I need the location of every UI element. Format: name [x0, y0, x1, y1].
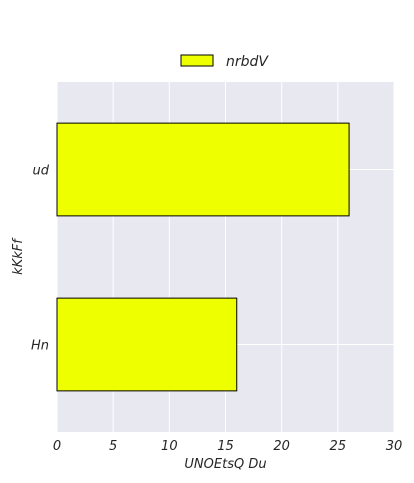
x-tick-label: 20	[273, 439, 290, 454]
legend-swatch	[180, 54, 214, 67]
y-category-label: ud	[33, 164, 50, 179]
x-tick-label: 5	[109, 439, 117, 454]
x-tick-label: 30	[386, 439, 403, 454]
y-category-label: Hn	[31, 339, 49, 354]
x-axis-ticks: 0 5 10 15 20 25 30	[53, 439, 402, 454]
x-tick-label: 10	[161, 439, 178, 454]
legend: nrbdV	[180, 54, 269, 70]
legend-label: nrbdV	[226, 54, 269, 70]
x-tick-label: 25	[330, 439, 347, 454]
x-tick-label: 0	[53, 439, 61, 454]
bar-ud	[56, 122, 350, 217]
y-axis-categories: ud Hn	[31, 164, 50, 354]
x-axis-label: UNOEtsQ Du	[184, 457, 266, 472]
bars	[56, 122, 350, 392]
bar-Hn	[56, 297, 238, 392]
y-axis-label: kKkFf	[11, 237, 26, 275]
x-tick-label: 15	[217, 439, 234, 454]
